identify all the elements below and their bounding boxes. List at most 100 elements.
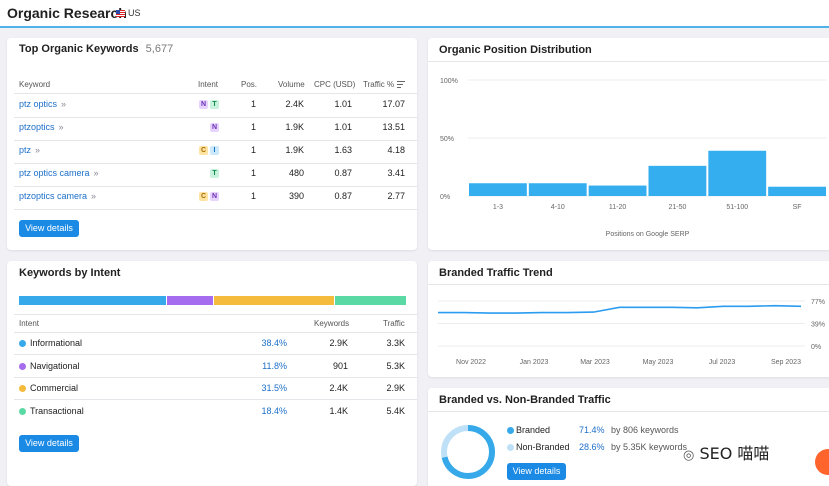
- chat-widget-button[interactable]: [815, 449, 829, 475]
- intent-percent[interactable]: 11.8%: [262, 360, 287, 371]
- chevrons-right-icon[interactable]: »: [58, 122, 64, 132]
- sort-icon[interactable]: [397, 81, 405, 88]
- view-details-button[interactable]: View details: [507, 463, 566, 480]
- keyword-link[interactable]: ptzoptics»: [19, 122, 64, 132]
- intent-badge: N: [199, 100, 208, 109]
- branded-vs-nonbranded-card: Branded vs. Non-Branded Traffic View det…: [428, 388, 829, 486]
- keyword-link[interactable]: ptz»: [19, 145, 40, 155]
- intent-share-segment[interactable]: [19, 296, 167, 305]
- keyword-text[interactable]: ptz: [19, 145, 32, 155]
- col-intent: Intent: [19, 319, 40, 328]
- intent-badge: T: [210, 169, 219, 178]
- intent-percent[interactable]: 38.4%: [261, 338, 287, 348]
- traffic-value: 3.41: [387, 168, 405, 178]
- intent-keywords: 901: [332, 360, 348, 371]
- card-title: Organic Position Distribution: [439, 44, 592, 56]
- legend-label: Non-Branded: [516, 442, 570, 452]
- intent-traffic: 5.4K: [386, 405, 405, 416]
- col-volume[interactable]: Volume: [278, 80, 305, 89]
- wechat-icon: ◎: [683, 448, 695, 463]
- intent-keywords: 1.4K: [329, 405, 348, 416]
- intent-name: Navigational: [30, 360, 80, 371]
- bar-11-20: [588, 185, 647, 196]
- watermark: ◎ SEO 喵喵: [683, 440, 769, 464]
- card-title: Keywords by Intent: [19, 267, 121, 279]
- col-traffic[interactable]: Traffic %: [363, 80, 395, 89]
- keyword-link[interactable]: ptzoptics camera»: [19, 191, 96, 201]
- intent-share-segment[interactable]: [335, 296, 406, 305]
- cpc-value: 1.01: [334, 122, 352, 132]
- intent-dot-icon: [19, 407, 26, 415]
- keyword-link[interactable]: ptz optics camera»: [19, 168, 99, 178]
- country-code[interactable]: US: [128, 8, 141, 18]
- intent-traffic: 5.3K: [386, 360, 405, 371]
- intent-keywords: 2.4K: [329, 383, 348, 393]
- x-tick-label: May 2023: [643, 359, 674, 366]
- intent-badge: C: [199, 146, 208, 155]
- intent-percent[interactable]: 31.5%: [261, 383, 287, 393]
- intent-traffic: 3.3K: [386, 338, 405, 348]
- x-tick-label: SF: [793, 204, 802, 211]
- intent-share-segment[interactable]: [213, 296, 335, 305]
- chevrons-right-icon[interactable]: »: [61, 99, 67, 109]
- x-axis-label: Positions on Google SERP: [606, 231, 690, 238]
- intent-dot-icon: [19, 340, 26, 347]
- chevrons-right-icon[interactable]: »: [35, 145, 41, 155]
- x-tick-label: Jul 2023: [709, 359, 736, 366]
- keyword-text[interactable]: ptz optics camera: [19, 168, 90, 178]
- intent-name: Commercial: [30, 383, 79, 393]
- chevrons-right-icon[interactable]: »: [91, 191, 97, 201]
- chevrons-right-icon[interactable]: »: [93, 168, 99, 178]
- traffic-value: 2.77: [387, 191, 405, 201]
- volume-value: 390: [288, 191, 304, 201]
- col-pos[interactable]: Pos.: [241, 80, 258, 89]
- card-title: Branded vs. Non-Branded Traffic: [439, 394, 611, 406]
- legend-percent[interactable]: 28.6%: [579, 442, 605, 452]
- keyword-count: 5,677: [145, 43, 174, 55]
- legend-detail: by 5.35K keywords: [611, 442, 688, 452]
- keyword-link[interactable]: ptz optics»: [19, 99, 66, 109]
- page-header: Organic Research US: [0, 0, 829, 28]
- position-value: 1: [251, 191, 257, 201]
- card-title-text: Top Organic Keywords: [19, 43, 139, 55]
- intent-keywords: 2.9K: [329, 338, 348, 348]
- x-tick-label: Jan 2023: [520, 359, 549, 366]
- col-keywords: Keywords: [314, 319, 350, 328]
- bar-SF: [768, 186, 826, 196]
- col-traffic: Traffic: [383, 319, 405, 328]
- cpc-value: 0.87: [334, 191, 352, 201]
- col-intent[interactable]: Intent: [198, 80, 219, 89]
- keyword-text[interactable]: ptzoptics: [19, 122, 55, 132]
- y-tick-label: 39%: [811, 322, 825, 329]
- legend-dot-icon: [507, 427, 514, 434]
- intent-share-segment[interactable]: [167, 296, 213, 305]
- keyword-text[interactable]: ptzoptics camera: [19, 191, 88, 201]
- cpc-value: 1.63: [334, 145, 352, 155]
- branded-traffic-trend-card: Branded Traffic Trend 77% 39% 0% Nov 2022 Ja…: [428, 261, 829, 377]
- intent-traffic: 2.9K: [386, 383, 405, 393]
- position-value: 1: [251, 122, 257, 132]
- position-distribution-chart: 100% 50% 0% 1-3 4-10 11-20 21-50 51-100 SF Positi…: [440, 78, 827, 238]
- volume-value: 2.4K: [285, 99, 304, 109]
- intent-dot-icon: [19, 385, 26, 392]
- view-details-button[interactable]: View details: [19, 435, 79, 452]
- position-value: 1: [251, 99, 257, 109]
- branded-trend-chart: 77% 39% 0% Nov 2022 Jan 2023 Mar 2023 May 2023…: [438, 299, 825, 366]
- top-organic-keywords-card: Top Organic Keywords 5,677 Keyword Inten…: [7, 38, 417, 250]
- traffic-value: 4.18: [387, 145, 405, 155]
- intent-share-bar: [19, 296, 406, 305]
- traffic-value: 13.51: [382, 122, 405, 132]
- view-details-button[interactable]: View details: [19, 220, 79, 237]
- col-keyword[interactable]: Keyword: [19, 80, 51, 89]
- us-flag-icon: [116, 10, 125, 17]
- intent-dot-icon: [19, 362, 26, 370]
- bar-21-50: [648, 165, 707, 196]
- position-value: 1: [251, 168, 257, 178]
- col-cpc[interactable]: CPC (USD): [314, 80, 356, 89]
- intent-percent[interactable]: 18.4%: [261, 405, 287, 416]
- legend-percent[interactable]: 71.4%: [579, 425, 605, 435]
- card-title: Top Organic Keywords 5,677: [19, 43, 173, 55]
- keyword-text[interactable]: ptz optics: [19, 99, 58, 109]
- bar-51-100: [708, 150, 767, 196]
- y-tick-label: 77%: [811, 299, 825, 306]
